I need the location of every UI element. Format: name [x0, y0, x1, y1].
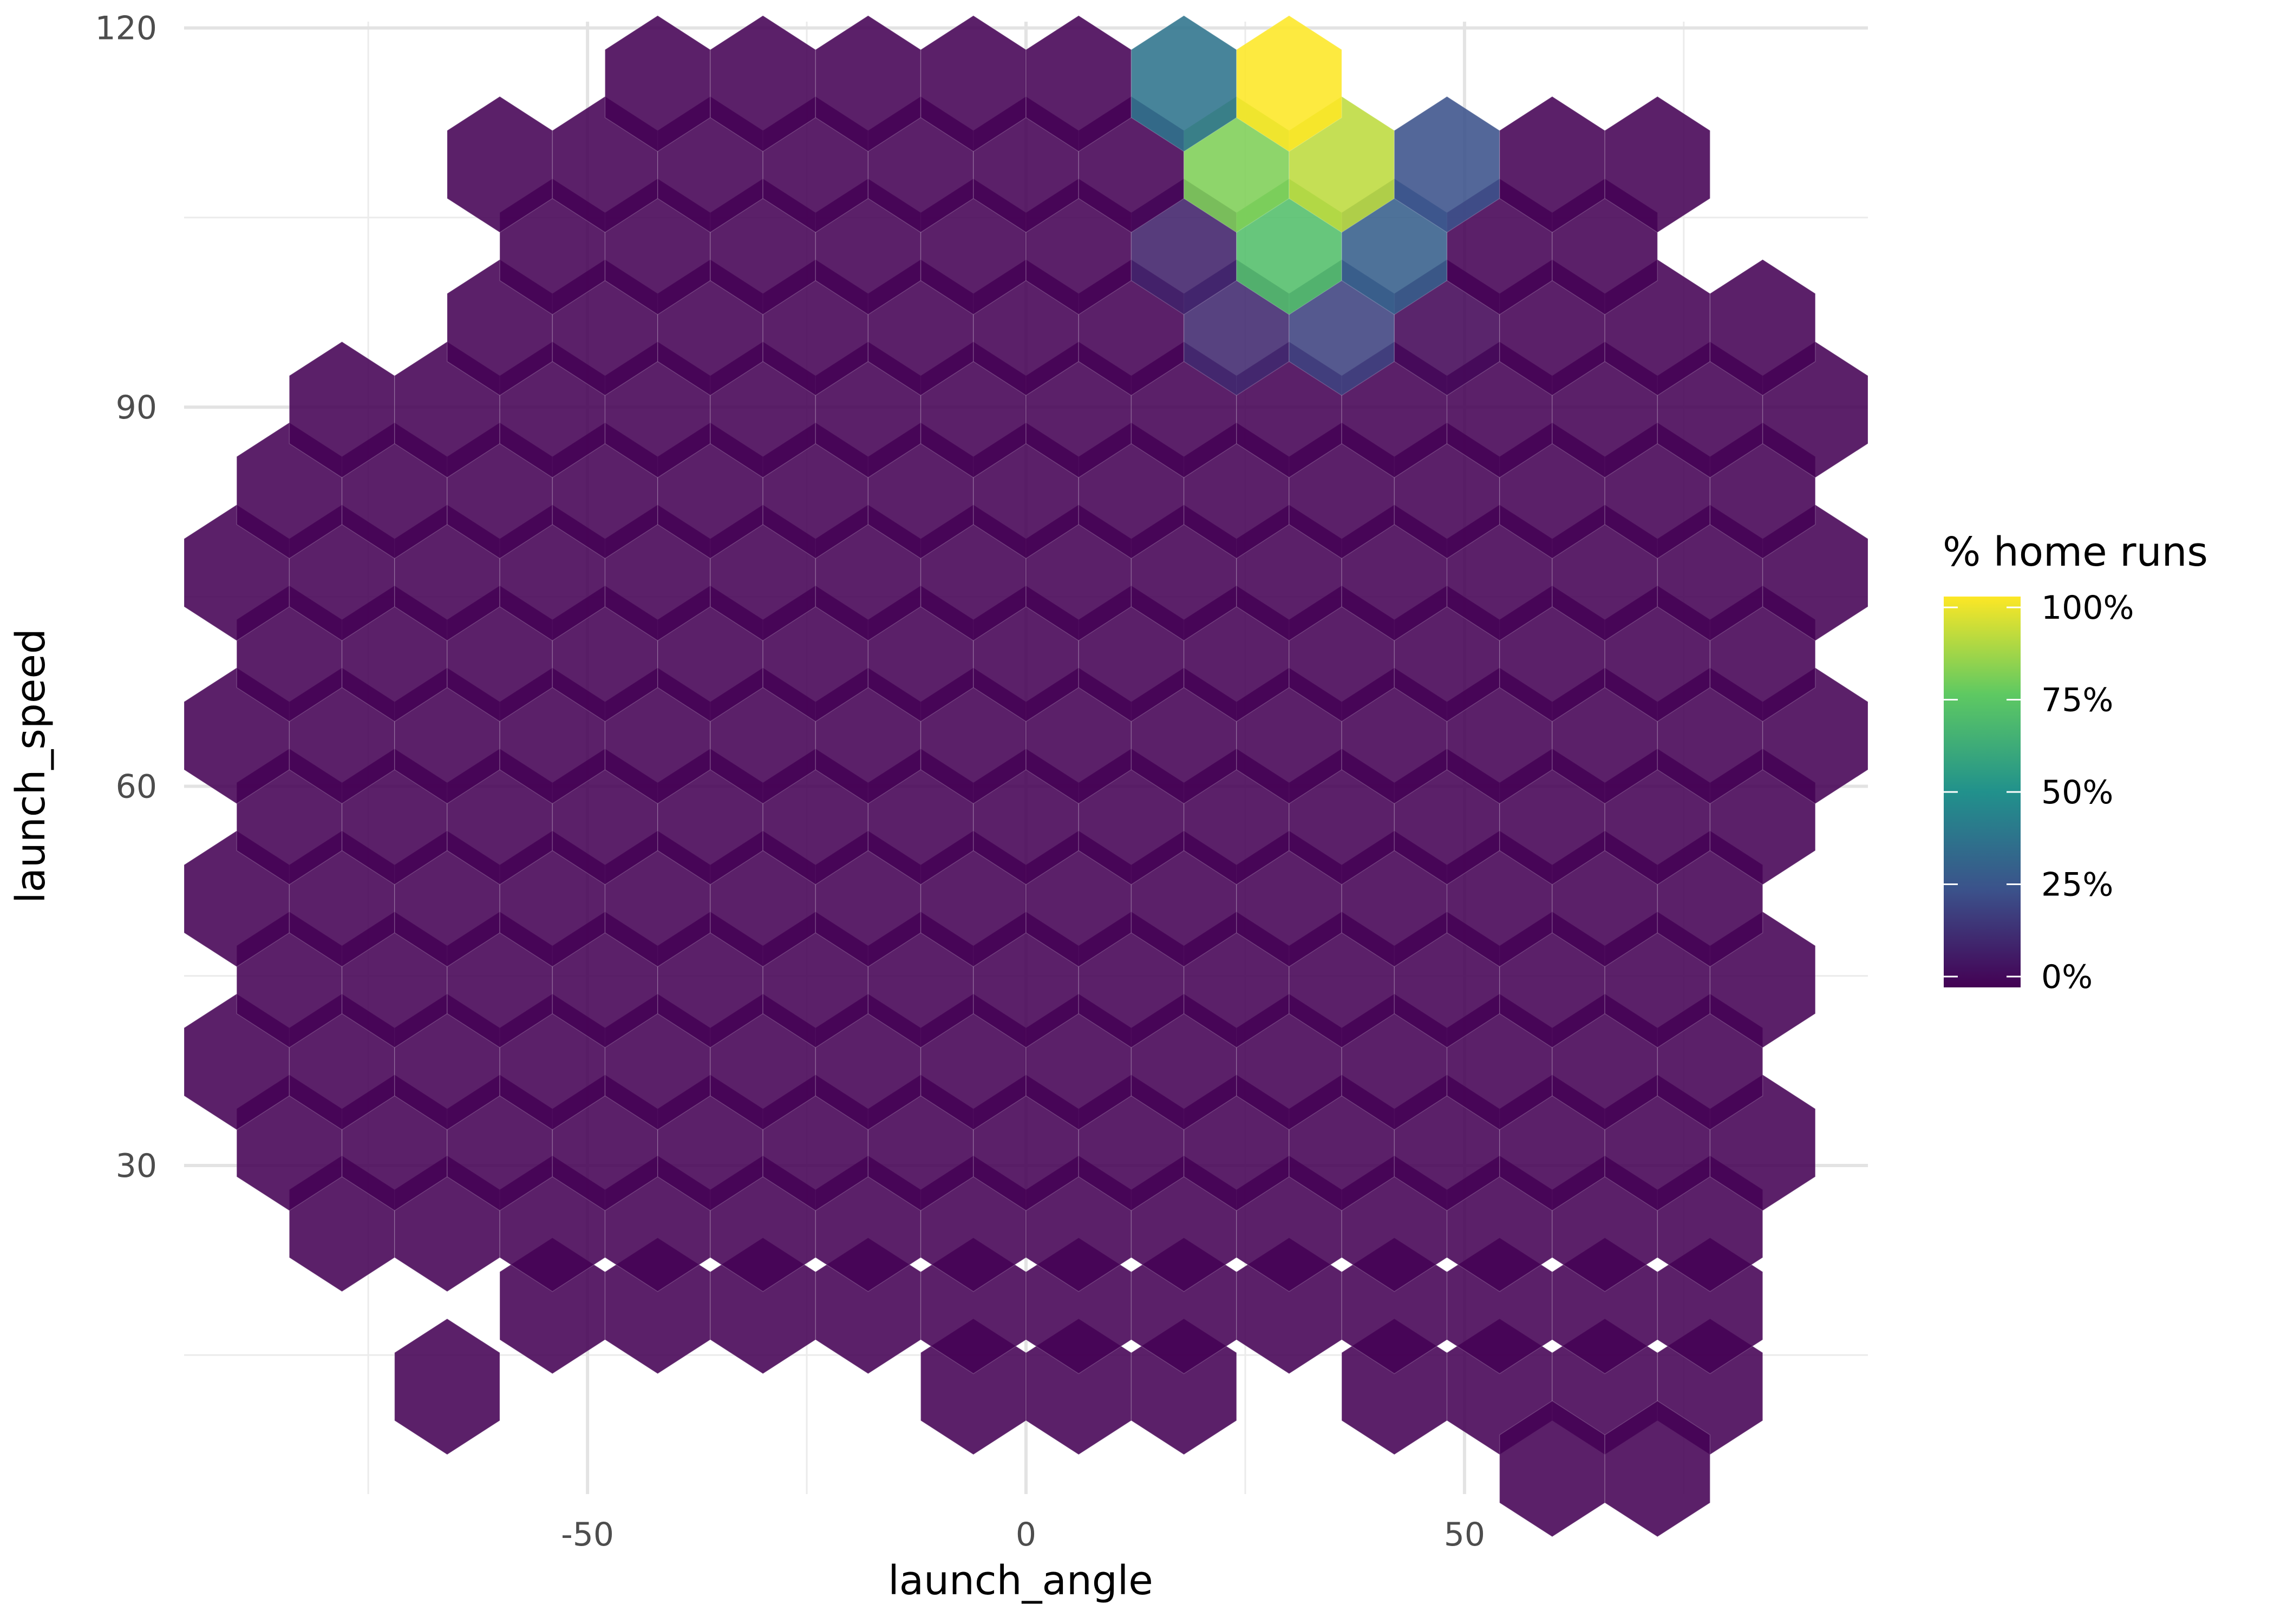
legend-tick-label: 25% — [2041, 866, 2113, 904]
x-axis-title: launch_angle — [888, 1557, 1153, 1604]
y-tick-label: 60 — [116, 768, 157, 806]
hex-cell — [1236, 15, 1342, 152]
legend-tick-label: 100% — [2041, 589, 2134, 627]
legend: % home runs 0% 25% 50% 75% 100% — [1943, 529, 2208, 996]
legend-tick-label: 75% — [2041, 682, 2113, 719]
x-axis-ticks: -50 0 50 — [561, 1516, 1485, 1554]
y-axis-ticks: 30 60 90 120 — [95, 10, 157, 1185]
legend-tick-label: 0% — [2041, 958, 2093, 996]
y-axis-title: launch_speed — [8, 628, 54, 903]
legend-ticks: 0% 25% 50% 75% 100% — [1944, 589, 2134, 996]
y-tick-label: 90 — [116, 389, 157, 427]
hex-cell — [1604, 1400, 1711, 1537]
x-tick-label: -50 — [561, 1516, 614, 1554]
x-tick-label: 50 — [1444, 1516, 1485, 1554]
hex-cell — [1709, 259, 1816, 396]
legend-title: % home runs — [1943, 529, 2208, 575]
legend-tick-label: 50% — [2041, 774, 2113, 811]
hexbin-cells — [184, 15, 1868, 1537]
hex-cell — [1604, 96, 1711, 233]
x-tick-label: 0 — [1016, 1516, 1036, 1554]
y-tick-label: 120 — [95, 10, 157, 48]
hex-cell — [394, 1318, 500, 1455]
y-tick-label: 30 — [116, 1147, 157, 1185]
